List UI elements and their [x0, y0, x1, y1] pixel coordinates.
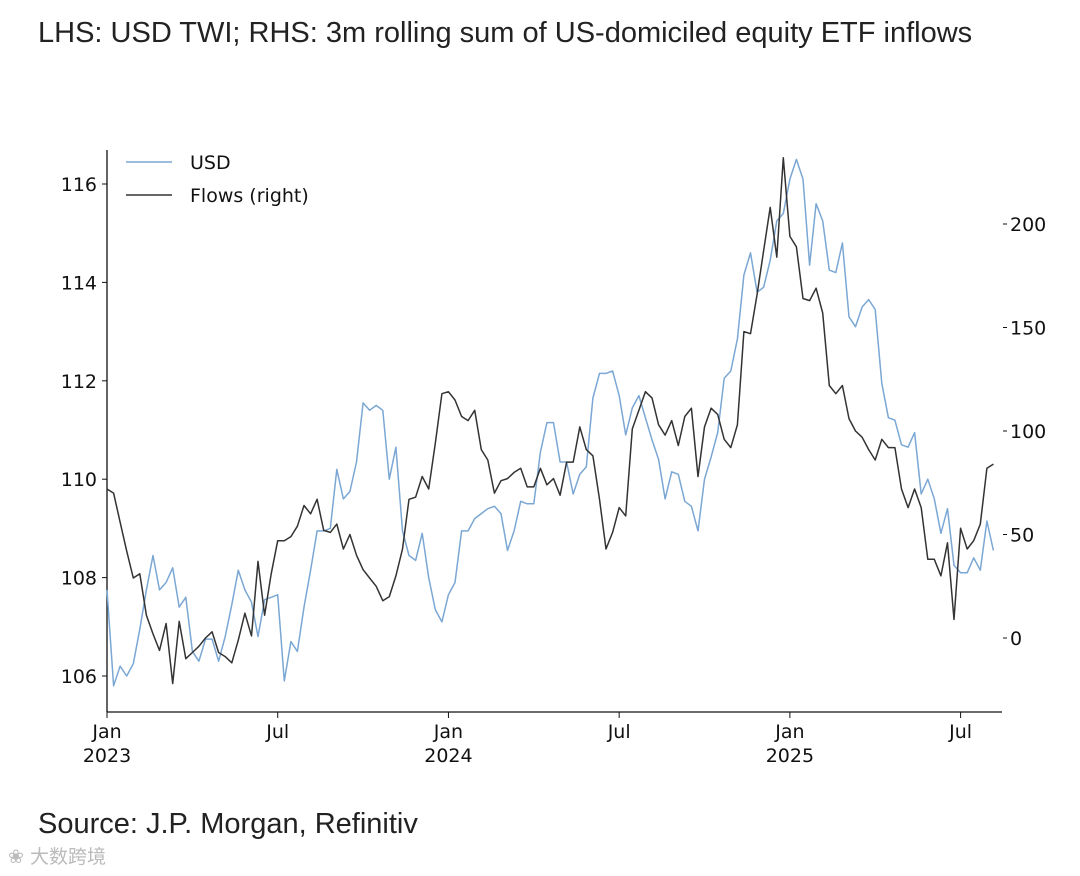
x-tick-label: Jul — [948, 721, 972, 743]
y-left-tick-label: 106 — [61, 666, 97, 688]
watermark: ❀ 大数跨境 — [8, 846, 106, 868]
x-tick-label: Jul — [265, 721, 289, 743]
legend-label-usd: USD — [190, 152, 231, 174]
y-left-tick-label: 110 — [61, 469, 97, 491]
series-lines — [106, 157, 995, 687]
axes: 106108110112114116050100150200Jan2023Jul… — [61, 150, 1046, 767]
x-tick-label: Jul — [607, 721, 631, 743]
y-left-tick-label: 108 — [61, 568, 97, 590]
y-right-tick-label: 50 — [1010, 525, 1034, 547]
x-tick-year-label: 2023 — [83, 745, 131, 767]
series-line-flows — [106, 157, 994, 685]
chart-title: LHS: USD TWI; RHS: 3m rolling sum of US-… — [38, 17, 973, 49]
source-note: Source: J.P. Morgan, Refinitiv — [38, 808, 418, 840]
x-tick-year-label: 2025 — [766, 745, 814, 767]
y-left-tick-label: 114 — [61, 272, 97, 294]
x-tick-label: Jan — [433, 721, 463, 743]
y-left-tick-label: 112 — [61, 371, 97, 393]
x-tick-label: Jan — [91, 721, 121, 743]
legend-label-flows: Flows (right) — [190, 185, 309, 207]
legend: USD Flows (right) — [126, 152, 309, 207]
y-right-tick-label: 100 — [1010, 421, 1046, 443]
y-right-tick-label: 0 — [1010, 628, 1022, 650]
watermark-text: 大数跨境 — [29, 846, 106, 868]
y-right-tick-label: 150 — [1010, 318, 1046, 340]
y-left-tick-label: 116 — [61, 174, 97, 196]
x-tick-label: Jan — [774, 721, 804, 743]
series-line-usd — [106, 158, 995, 687]
x-tick-year-label: 2024 — [424, 745, 472, 767]
y-right-tick-label: 200 — [1010, 214, 1046, 236]
